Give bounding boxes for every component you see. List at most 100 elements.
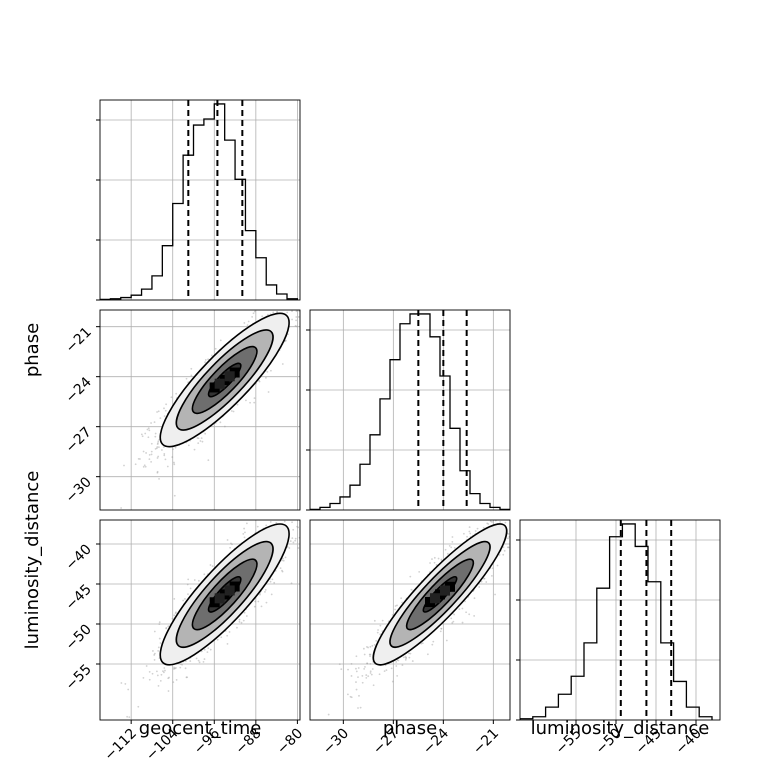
scatter-point (204, 361, 206, 364)
scatter-point (503, 549, 506, 552)
scatter-point (151, 650, 154, 652)
scatter-point (185, 676, 188, 679)
density-cells (209, 581, 240, 608)
scatter-point (193, 448, 196, 451)
scatter-point (254, 600, 257, 603)
y-tick-label: −55 (63, 662, 95, 694)
scatter-point (446, 552, 449, 555)
scatter-point (162, 670, 164, 673)
y-axis-label-phase: phase (22, 323, 43, 377)
scatter-point (189, 587, 192, 590)
scatter-point (418, 571, 421, 573)
scatter-point (318, 299, 320, 301)
scatter-point (458, 608, 461, 611)
scatter-point (429, 562, 431, 564)
scatter-point (403, 656, 405, 659)
scatter-point (321, 270, 323, 272)
scatter-point (156, 471, 159, 474)
scatter-point (355, 655, 358, 658)
scatter-point (369, 645, 372, 648)
scatter-point (251, 315, 254, 318)
scatter-point (186, 676, 189, 679)
scatter-point (164, 458, 167, 461)
scatter-point (465, 611, 468, 614)
scatter-point (252, 312, 255, 315)
scatter-point (161, 449, 163, 451)
scatter-point (143, 464, 146, 467)
scatter-point (157, 684, 160, 687)
scatter-point (365, 676, 368, 679)
scatter-point (156, 443, 159, 445)
scatter-point (439, 630, 442, 633)
scatter-point (499, 515, 501, 517)
scatter-point (150, 453, 153, 456)
scatter-point (196, 437, 199, 439)
scatter-point (185, 377, 188, 380)
scatter-point (160, 673, 163, 676)
scatter-point (240, 621, 243, 624)
scatter-point (440, 627, 443, 630)
scatter-point (294, 539, 297, 542)
scatter-point (391, 614, 394, 616)
scatter-point (268, 513, 270, 515)
hist-panel-geocent_time (96, 99, 301, 301)
scatter-point (295, 319, 298, 322)
scatter-point (207, 459, 210, 462)
scatter-point (474, 530, 477, 532)
scatter-point (294, 324, 297, 327)
scatter-point (174, 612, 177, 615)
scatter-point (162, 671, 165, 674)
scatter-point (404, 658, 407, 661)
scatter-point (291, 521, 293, 524)
scatter-point (289, 540, 292, 542)
scatter-point (174, 446, 177, 449)
scatter-point (350, 675, 353, 677)
scatter-point (223, 425, 226, 428)
scatter-point (494, 593, 496, 596)
scatter-point (164, 409, 167, 412)
scatter-point (236, 403, 239, 406)
scatter-point (163, 452, 166, 455)
scatter-point (485, 581, 488, 583)
scatter-point (313, 312, 315, 314)
scatter-point (142, 450, 145, 453)
scatter-point (349, 695, 352, 698)
scatter-point (365, 674, 368, 676)
scatter-point (468, 613, 471, 616)
scatter-point (285, 339, 287, 342)
scatter-point (243, 527, 246, 530)
scatter-point (433, 561, 436, 564)
scatter-point (503, 498, 505, 500)
scatter-point (151, 672, 154, 675)
scatter-point (243, 611, 246, 614)
scatter-point (148, 453, 151, 456)
scatter-point (197, 442, 200, 445)
scatter-point (167, 625, 170, 628)
scatter-point (338, 663, 341, 666)
scatter-point (124, 683, 127, 685)
scatter-point (148, 670, 151, 673)
scatter-point (186, 583, 189, 586)
scatter-point (253, 605, 256, 608)
histogram-step-geocent_time (100, 103, 299, 300)
scatter-point (432, 640, 435, 643)
scatter-point (137, 457, 140, 460)
scatter-point (147, 436, 150, 439)
scatter-point (469, 532, 472, 535)
scatter-point (203, 658, 206, 660)
scatter-point (306, 516, 308, 518)
scatter-point (230, 542, 232, 545)
scatter-point (491, 567, 494, 570)
scatter-point (165, 627, 168, 630)
scatter-point (159, 642, 162, 644)
scatter-point (379, 633, 382, 636)
scatter-point (207, 358, 209, 361)
scatter-point (94, 487, 96, 489)
scatter-point (451, 536, 454, 538)
scatter-point (140, 433, 143, 436)
scatter-point (158, 446, 160, 448)
scatter-point (369, 653, 372, 656)
scatter-point (291, 537, 294, 539)
scatter-point (134, 463, 137, 466)
scatter-point (226, 634, 229, 637)
